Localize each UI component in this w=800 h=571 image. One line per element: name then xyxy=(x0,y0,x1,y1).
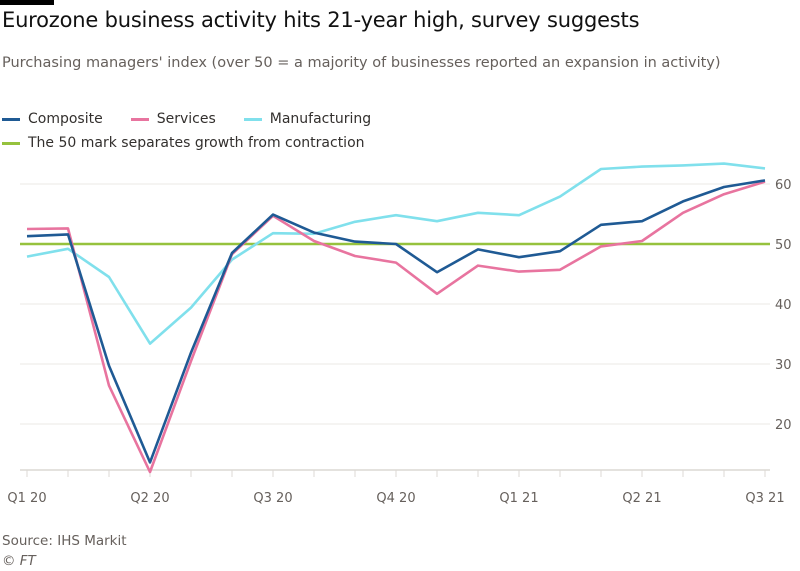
legend-composite: Composite xyxy=(2,111,103,127)
x-tick-label: Q4 20 xyxy=(376,491,415,506)
ft-brand-bar xyxy=(0,0,54,5)
y-tick-label: 50 xyxy=(775,238,792,253)
y-tick-label: 40 xyxy=(775,298,792,313)
legend-label-manufacturing: Manufacturing xyxy=(269,111,372,127)
x-tick-label: Q1 21 xyxy=(499,491,538,506)
copyright: © FT xyxy=(2,553,36,569)
legend-manufacturing: Manufacturing xyxy=(243,111,372,127)
series-line-composite xyxy=(26,179,766,464)
x-tick-label: Q1 20 xyxy=(7,491,46,506)
chart-title: Eurozone business activity hits 21-year … xyxy=(2,8,640,32)
legend-swatch-services xyxy=(130,117,149,121)
legend-label-composite: Composite xyxy=(28,111,103,127)
x-tick-label: Q3 21 xyxy=(745,491,784,506)
x-tick-label: Q2 21 xyxy=(622,491,661,506)
x-tick-label: Q2 20 xyxy=(130,491,169,506)
legend-swatch-manufacturing xyxy=(243,117,262,121)
legend-label-services: Services xyxy=(156,111,216,127)
y-tick-label: 30 xyxy=(775,358,792,373)
legend: Composite Services Manufacturing xyxy=(2,111,371,127)
legend-label-50-mark: The 50 mark separates growth from contra… xyxy=(28,135,365,151)
source-note: Source: IHS Markit xyxy=(2,533,127,549)
x-tick-label: Q3 20 xyxy=(253,491,292,506)
legend-services: Services xyxy=(130,111,216,127)
y-tick-label: 60 xyxy=(775,178,792,193)
series-line-services xyxy=(26,180,766,474)
legend-50-mark: The 50 mark separates growth from contra… xyxy=(2,135,365,151)
legend-swatch-50-mark xyxy=(2,141,20,145)
legend-reference: The 50 mark separates growth from contra… xyxy=(2,135,365,151)
series-line-manufacturing xyxy=(26,162,766,345)
legend-swatch-composite xyxy=(2,117,20,121)
chart-subtitle: Purchasing managers' index (over 50 = a … xyxy=(2,55,721,71)
y-tick-label: 20 xyxy=(775,418,792,433)
